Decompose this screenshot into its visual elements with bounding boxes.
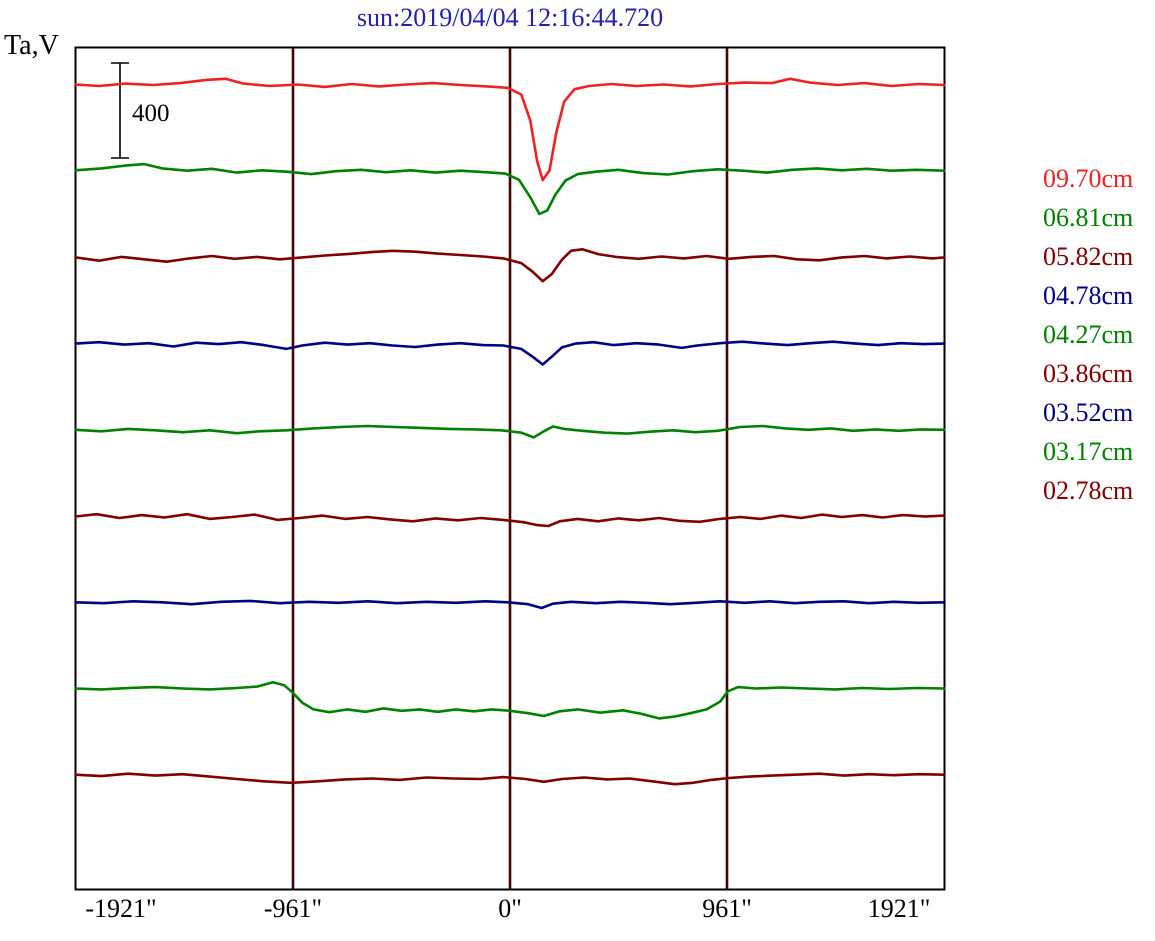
trace-02.78cm [74, 772, 946, 786]
trace-06.81cm [74, 162, 946, 216]
x-tick-label: 1921" [867, 894, 931, 923]
legend-item-04.27cm: 04.27cm [1043, 320, 1134, 349]
plot-title: sun:2019/04/04 12:16:44.720 [356, 3, 664, 32]
legend-item-06.81cm: 06.81cm [1043, 203, 1134, 232]
legend-item-05.82cm: 05.82cm [1043, 242, 1134, 271]
legend-item-04.78cm: 04.78cm [1043, 281, 1134, 310]
legend-item-03.17cm: 03.17cm [1043, 437, 1134, 466]
x-axis-tick-labels: -1921" -961" 0" 961" 1921" [0, 894, 1155, 928]
trace-03.17cm [74, 680, 946, 720]
trace-04.78cm [74, 340, 946, 366]
scale-bar-label: 400 [132, 100, 170, 127]
x-tick-label: -961" [263, 894, 323, 923]
legend-item-09.70cm: 09.70cm [1043, 164, 1134, 193]
trace-03.52cm [74, 599, 946, 610]
y-axis-label: Ta,V [4, 30, 59, 61]
wavelength-legend: 09.70cm 06.81cm 05.82cm 04.78cm 04.27cm 03.86… [1043, 159, 1133, 510]
trace-03.86cm [74, 512, 946, 528]
legend-item-03.52cm: 03.52cm [1043, 398, 1134, 427]
plot-border [74, 46, 946, 891]
trace-05.82cm [74, 248, 946, 283]
trace-09.70cm [74, 77, 946, 182]
legend-item-03.86cm: 03.86cm [1043, 359, 1134, 388]
trace-04.27cm [74, 424, 946, 439]
x-tick-label: 961" [702, 894, 752, 923]
x-tick-label: -1921" [85, 894, 157, 923]
legend-item-02.78cm: 02.78cm [1043, 476, 1134, 505]
x-tick-label: 0" [498, 894, 522, 923]
